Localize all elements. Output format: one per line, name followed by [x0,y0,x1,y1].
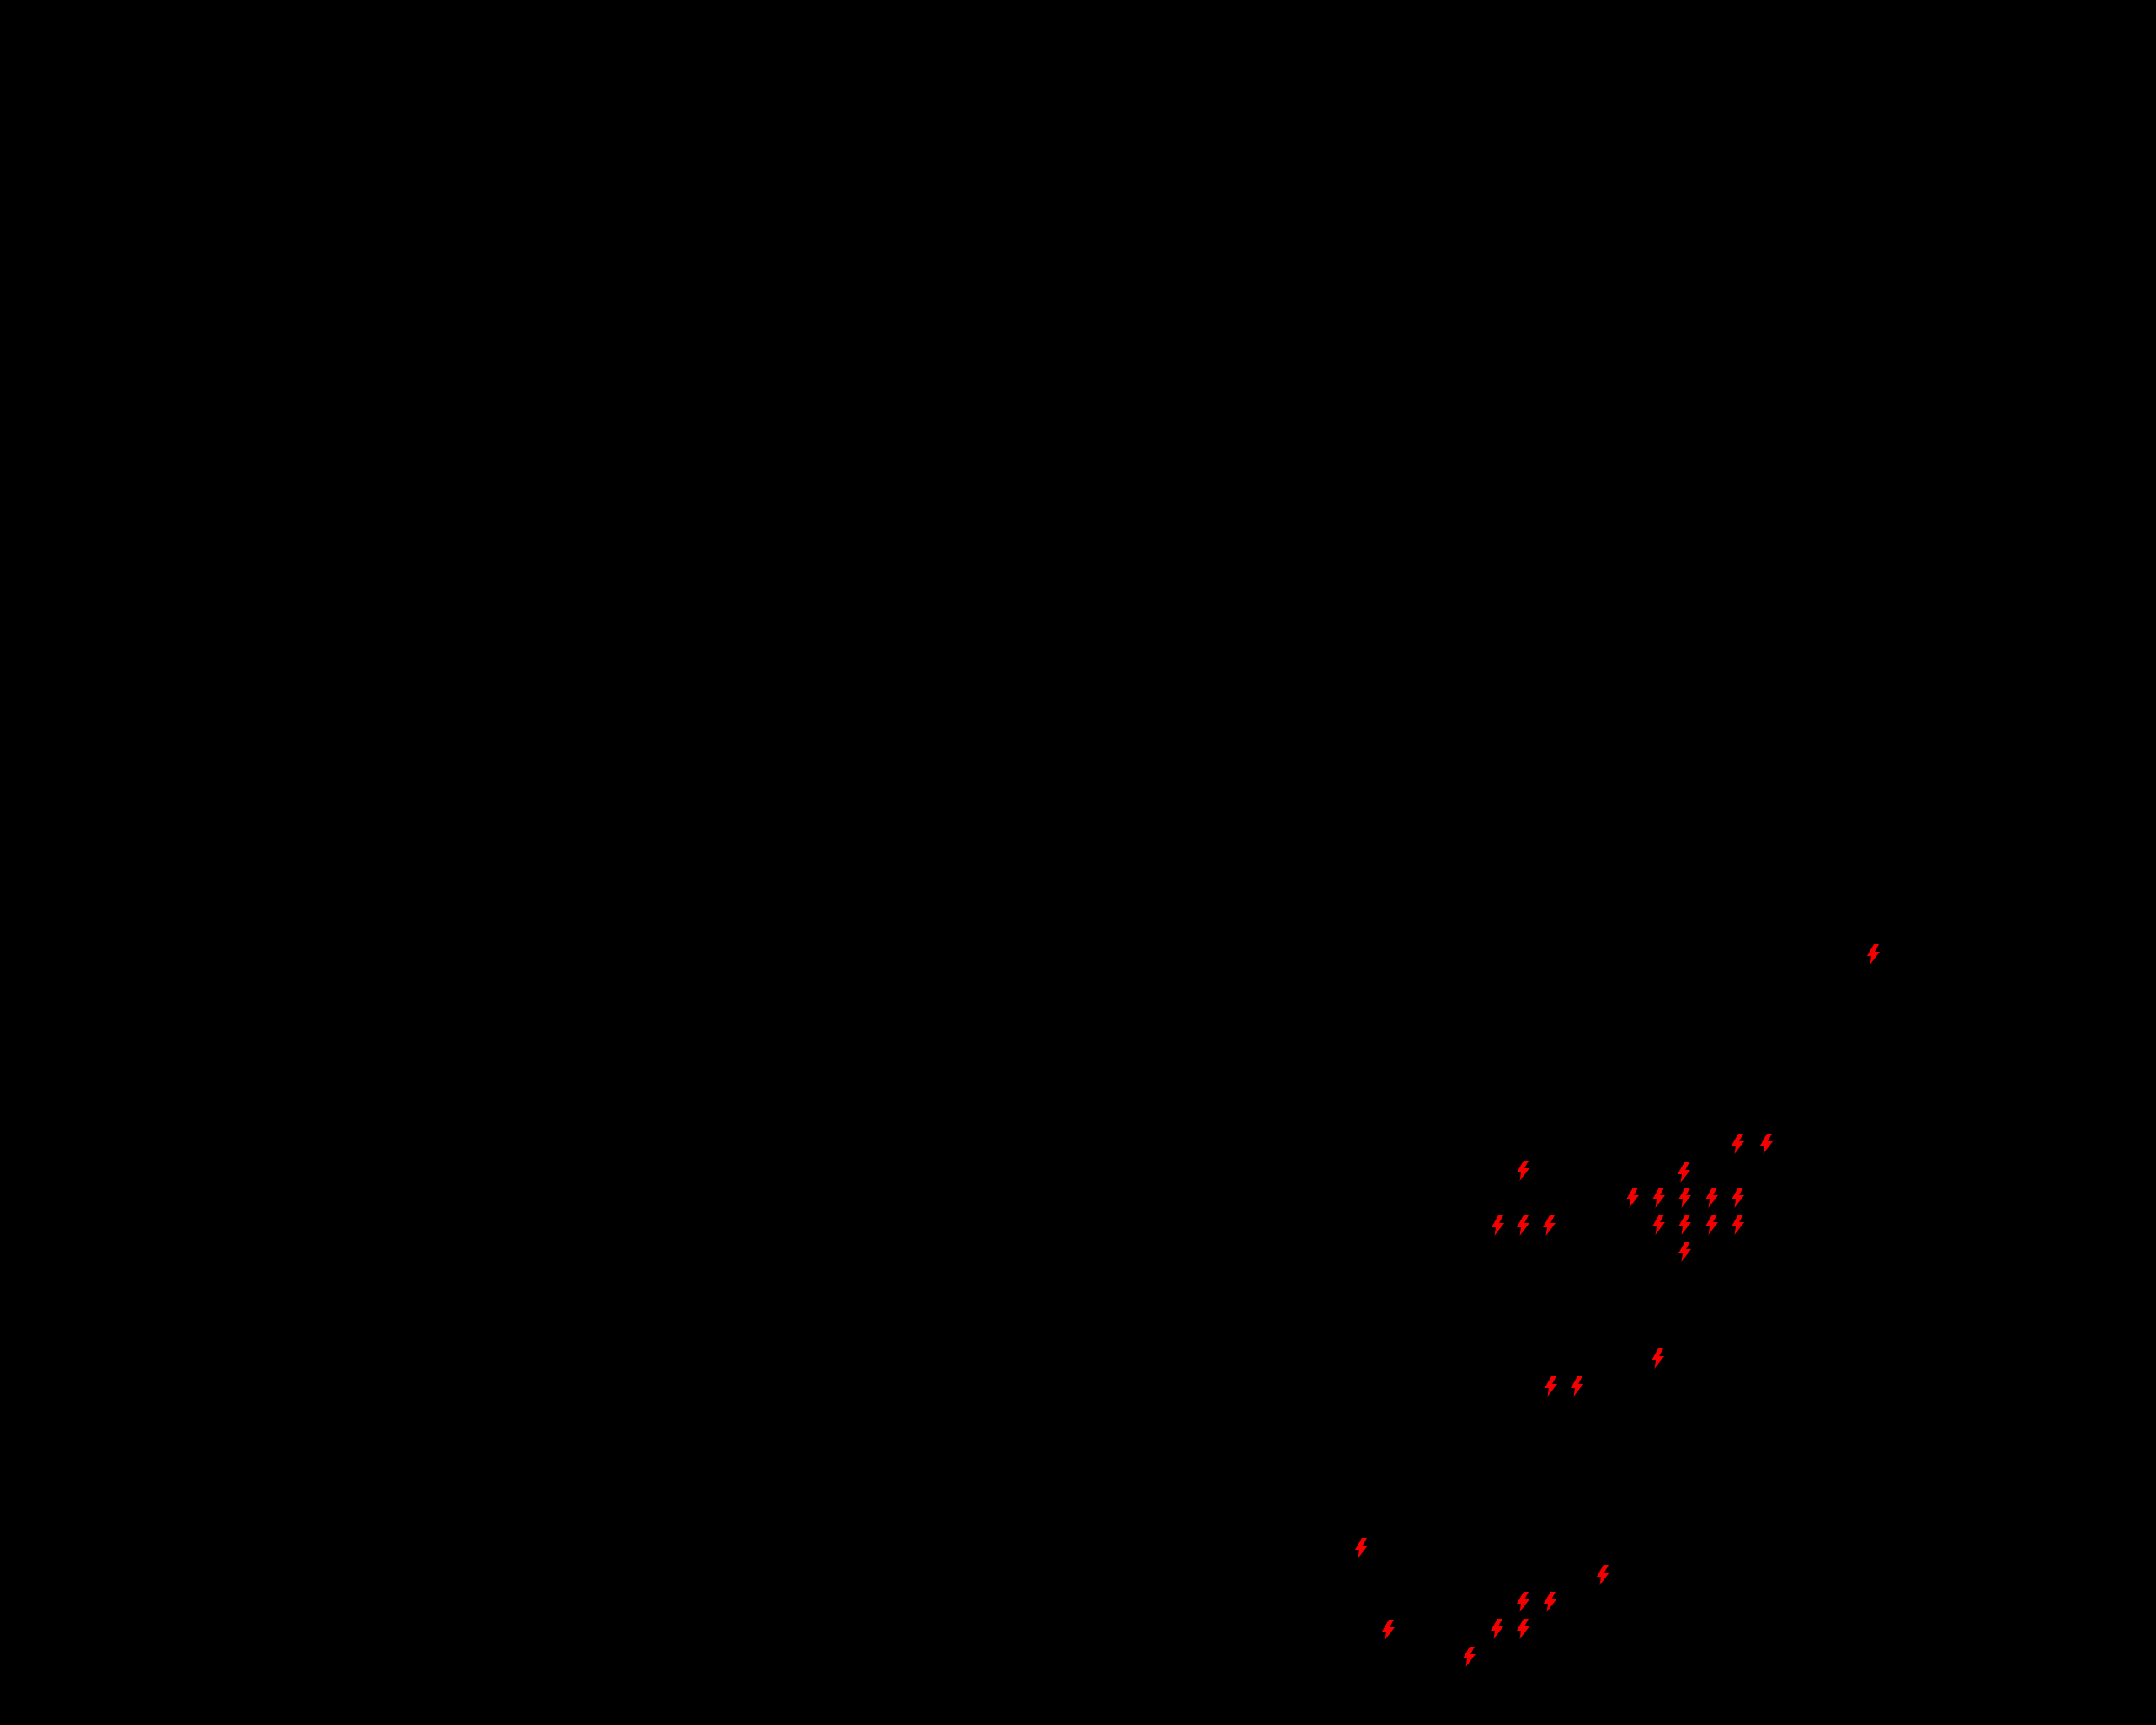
lightning-bolt-icon[interactable] [1678,1242,1691,1262]
lightning-bolt-icon[interactable] [1731,1215,1744,1235]
lightning-bolt-icon[interactable] [1491,1215,1504,1236]
lightning-bolt-icon[interactable] [1678,1215,1691,1235]
lightning-bolt-icon[interactable] [1731,1134,1744,1154]
lightning-bolt-icon[interactable] [1596,1565,1609,1585]
lightning-bolt-icon[interactable] [1651,1348,1664,1369]
lightning-bolt-icon[interactable] [1705,1215,1718,1235]
lightning-bolt-icon[interactable] [1516,1161,1529,1181]
lightning-bolt-icon[interactable] [1652,1188,1665,1208]
lightning-bolt-icon[interactable] [1490,1619,1503,1639]
lightning-bolt-icon[interactable] [1677,1162,1690,1183]
lightning-bolt-icon[interactable] [1570,1376,1583,1397]
lightning-bolt-icon[interactable] [1354,1538,1368,1558]
lightning-bolt-icon[interactable] [1544,1376,1557,1397]
lightning-bolt-icon[interactable] [1543,1592,1556,1612]
lightning-bolt-icon[interactable] [1678,1188,1691,1208]
lightning-bolt-icon[interactable] [1542,1215,1556,1236]
lightning-bolt-icon[interactable] [1516,1215,1529,1236]
lightning-bolt-icon[interactable] [1731,1188,1744,1208]
lightning-bolt-icon[interactable] [1462,1647,1476,1667]
lightning-bolt-icon[interactable] [1381,1620,1395,1640]
lightning-bolt-icon[interactable] [1625,1188,1639,1208]
lightning-bolt-icon[interactable] [1866,944,1880,964]
lightning-bolt-icon[interactable] [1652,1215,1665,1235]
lightning-bolt-icon[interactable] [1759,1134,1773,1154]
lightning-bolt-icon[interactable] [1516,1619,1529,1639]
lightning-bolt-icon[interactable] [1516,1592,1529,1612]
lightning-bolt-icon[interactable] [1705,1188,1718,1208]
